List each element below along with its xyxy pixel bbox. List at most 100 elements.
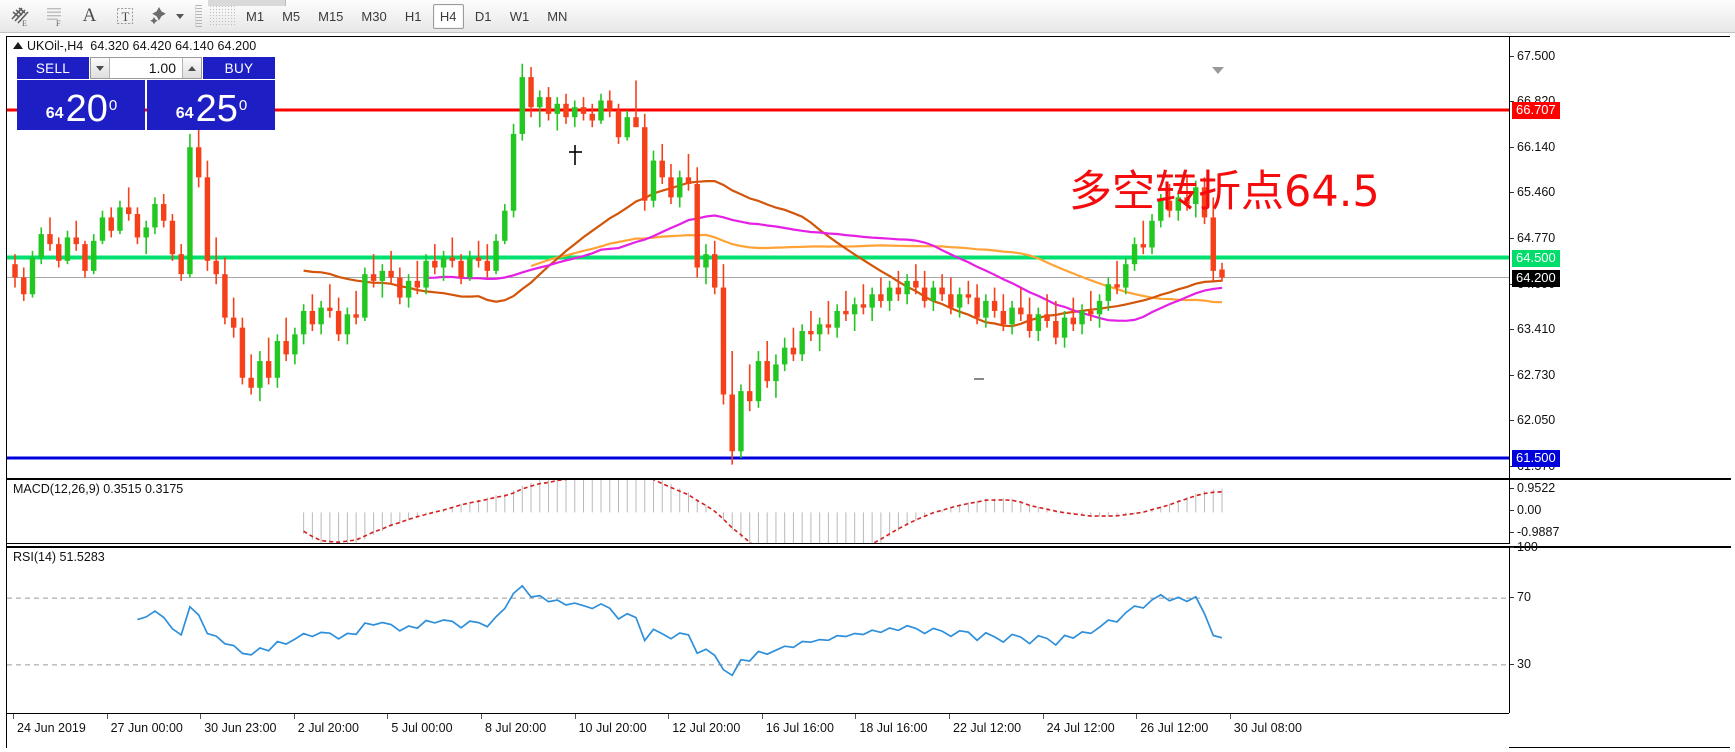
time-tick <box>855 714 857 719</box>
timeframe-m1[interactable]: M1 <box>246 8 265 24</box>
macd-label: MACD(12,26,9) 0.3515 0.3175 <box>13 482 184 496</box>
objects-dropdown-caret-icon[interactable] <box>173 2 186 31</box>
timeframe-m5[interactable]: M5 <box>282 8 301 24</box>
buy-price-main: 25 <box>195 88 238 130</box>
time-label-5: 8 Jul 20:00 <box>485 721 547 735</box>
timeframe-m15[interactable]: M15 <box>318 8 344 24</box>
rsi-tick-30: 30 <box>1510 657 1531 671</box>
oct-top-row: SELL 1.00 BUY <box>17 57 275 79</box>
macd-tick-label: 0.9522 <box>1517 481 1556 495</box>
rsi-pane[interactable]: RSI(14) 51.5283 <box>7 546 1509 713</box>
macd-tick-1: 0.00 <box>1510 503 1541 517</box>
price-pane[interactable] <box>7 37 1509 478</box>
chart-symbol-label: UKOil-,H4 <box>27 39 84 53</box>
expert-advisor-icon[interactable]: E <box>4 2 35 31</box>
timeframe-m30[interactable]: M30 <box>361 8 387 24</box>
timeframe-d1[interactable]: D1 <box>474 8 492 24</box>
macd-pane[interactable]: MACD(12,26,9) 0.3515 0.3175 <box>7 478 1509 544</box>
time-tick <box>200 714 202 719</box>
rsi-axis: 100 70 30 <box>1509 540 1731 713</box>
objects-icon[interactable] <box>144 2 175 31</box>
chart-annotation-text: 多空转折点64.5 <box>1069 167 1380 217</box>
rsi-tick-label: 30 <box>1517 656 1531 671</box>
svg-text:T: T <box>121 9 129 24</box>
candlestick-plot <box>7 63 1509 465</box>
sell-price-fraction: 0 <box>108 97 118 114</box>
price-tick-62-730: 62.730 <box>1510 368 1555 382</box>
price-tick-label: 62.050 <box>1517 413 1556 428</box>
time-label-0: 24 Jun 2019 <box>17 721 86 735</box>
price-tick-67-500: 67.500 <box>1510 49 1555 63</box>
time-tick <box>1042 714 1044 719</box>
toolbar: E F A T <box>0 0 1735 33</box>
collapse-triangle-icon[interactable] <box>13 42 23 49</box>
time-label-2: 30 Jun 23:00 <box>204 721 277 735</box>
volume-decrease-button[interactable] <box>91 58 110 78</box>
rsi-tick-label: 100 <box>1517 540 1538 554</box>
macd-plot <box>303 480 1223 543</box>
macd-tick-label: 0.00 <box>1517 503 1542 517</box>
text-tool-icon[interactable]: A <box>74 2 105 31</box>
toolbar-grip[interactable] <box>195 5 202 27</box>
time-label-9: 18 Jul 16:00 <box>859 721 928 735</box>
level-price-badge[interactable]: 64.500 <box>1512 249 1560 267</box>
time-label-11: 24 Jul 12:00 <box>1046 721 1115 735</box>
sell-price-main: 20 <box>65 88 108 130</box>
ask-price-badge[interactable]: 66.707 <box>1512 102 1560 120</box>
toolbar-tab-stub <box>208 0 286 6</box>
time-axis[interactable]: 24 Jun 2019 27 Jun 00:00 30 Jun 23:00 2 Jul… <box>7 713 1509 748</box>
time-label-12: 26 Jul 12:00 <box>1140 721 1209 735</box>
volume-increase-button[interactable] <box>182 58 201 78</box>
buy-button[interactable]: BUY <box>203 57 275 79</box>
chart-symbol-header: UKOil-,H4 64.320 64.420 64.140 64.200 <box>13 39 256 53</box>
rsi-label: RSI(14) 51.5283 <box>13 550 105 564</box>
time-tick <box>761 714 763 719</box>
price-tick-65-460: 65.460 <box>1510 185 1555 199</box>
macd-axis: 0.9522 0.00 -0.9887 <box>1509 478 1731 544</box>
price-tick-label: 65.460 <box>1517 185 1556 200</box>
macd-tick-0: 0.9522 <box>1510 481 1555 495</box>
time-tick <box>1136 714 1138 719</box>
time-label-13: 30 Jul 08:00 <box>1233 721 1302 735</box>
rsi-tick-label: 70 <box>1517 590 1531 605</box>
timeframe-h4[interactable]: H4 <box>432 3 464 29</box>
time-label-8: 16 Jul 16:00 <box>765 721 834 735</box>
svg-text:F: F <box>56 19 61 27</box>
text-tool-glyph: A <box>82 5 97 26</box>
sell-price-prefix: 64 <box>45 105 64 122</box>
chart-ohlc-values: 64.320 64.420 64.140 64.200 <box>90 39 257 53</box>
last-price-badge[interactable]: 64.200 <box>1512 269 1560 287</box>
time-tick <box>668 714 670 719</box>
timeframe-h1[interactable]: H1 <box>404 8 422 24</box>
macd-tick-label: -0.9887 <box>1517 525 1560 539</box>
scroll-marker-icon[interactable] <box>1212 67 1224 74</box>
toolbar-dot-panel <box>209 5 235 27</box>
price-axis[interactable]: 67.50066.82066.14065.46064.77064.09063.4… <box>1509 37 1731 478</box>
macd-tick-2: -0.9887 <box>1510 525 1559 539</box>
fibonacci-icon[interactable]: F <box>39 2 70 31</box>
price-tick-62-050: 62.050 <box>1510 413 1555 427</box>
volume-stepper[interactable]: 1.00 <box>90 57 202 79</box>
price-tick-label: 63.410 <box>1517 322 1556 337</box>
sell-button[interactable]: SELL <box>17 57 89 79</box>
timeframe-mn[interactable]: MN <box>547 8 568 24</box>
price-tick-label: 64.770 <box>1517 231 1556 246</box>
time-tick <box>293 714 295 719</box>
time-label-3: 2 Jul 20:00 <box>297 721 359 735</box>
buy-price-display[interactable]: 64 25 0 <box>147 80 275 130</box>
time-label-10: 22 Jul 12:00 <box>953 721 1022 735</box>
time-tick <box>387 714 389 719</box>
volume-input[interactable]: 1.00 <box>110 58 182 78</box>
buy-price-prefix: 64 <box>175 105 194 122</box>
one-click-trading-panel[interactable]: SELL 1.00 BUY 64 20 0 64 25 0 <box>17 57 275 130</box>
time-label-6: 10 Jul 20:00 <box>578 721 647 735</box>
time-tick <box>13 714 14 719</box>
price-tick-label: 62.730 <box>1517 367 1556 382</box>
text-label-icon[interactable]: T <box>109 2 140 31</box>
timeframe-w1[interactable]: W1 <box>509 8 530 24</box>
time-label-1: 27 Jun 00:00 <box>110 721 183 735</box>
time-tick <box>106 714 108 719</box>
time-tick <box>574 714 576 719</box>
support-price-badge[interactable]: 61.500 <box>1512 449 1560 467</box>
sell-price-display[interactable]: 64 20 0 <box>17 80 145 130</box>
